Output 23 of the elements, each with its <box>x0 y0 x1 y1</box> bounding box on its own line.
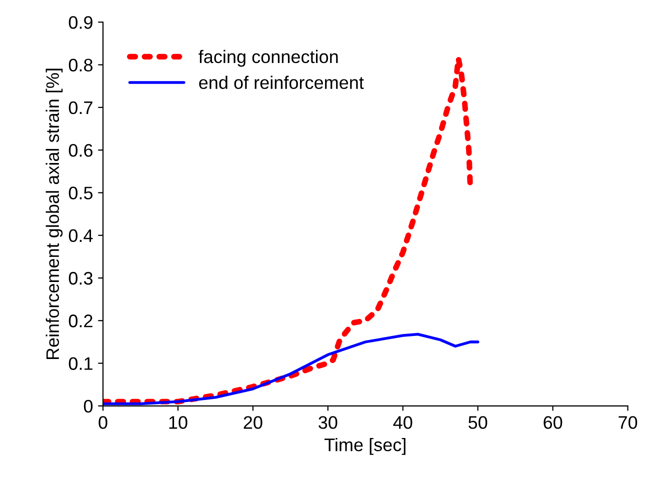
y-tick-label: 0.1 <box>68 357 92 370</box>
x-tick-label: 30 <box>318 416 338 429</box>
y-tick-label: 0.5 <box>68 186 93 200</box>
y-tick-label: 0.8 <box>68 58 92 72</box>
y-tick-label: 0.6 <box>68 144 92 157</box>
y-axis-title: Reinforcement global axial strain [%] <box>46 68 63 360</box>
y-tick-label: 0.9 <box>68 16 92 29</box>
legend-label: end of reinforcement <box>199 76 364 90</box>
line-series <box>102 332 480 406</box>
x-tick-label: 70 <box>618 416 638 429</box>
y-tick-label: 0.4 <box>68 229 93 242</box>
x-tick-label: 0 <box>98 416 108 429</box>
y-tick-label: 0.2 <box>68 314 92 328</box>
x-tick-label: 40 <box>393 416 412 429</box>
x-tick-label: 50 <box>468 416 488 429</box>
y-tick-label: 0 <box>84 400 93 413</box>
y-tick-label: 0.7 <box>68 101 92 114</box>
x-tick-label: 60 <box>544 416 562 429</box>
legend-label: facing connection <box>198 50 338 67</box>
y-tick-label: 0.3 <box>68 272 92 285</box>
x-tick-label: 10 <box>169 416 188 429</box>
x-tick-label: 20 <box>244 416 262 429</box>
x-axis-title: Time [sec] <box>324 438 406 455</box>
